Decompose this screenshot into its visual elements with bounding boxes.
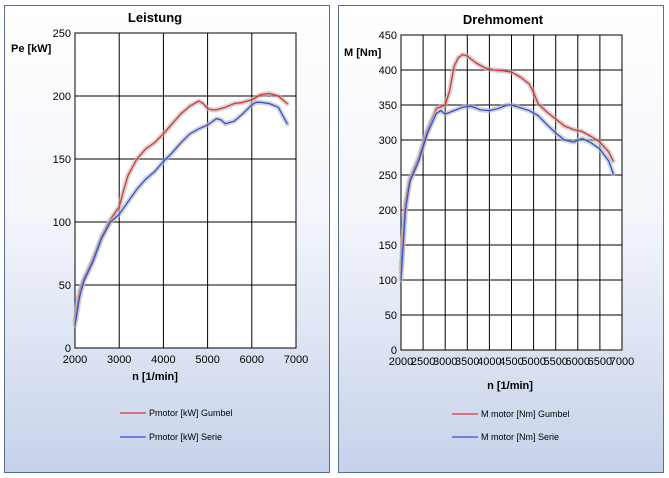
- y-tick-label: 100: [53, 217, 71, 229]
- x-tick-label: 7000: [610, 356, 634, 368]
- x-tick-label: 3500: [455, 356, 479, 368]
- y-tick-label: 200: [53, 91, 71, 103]
- y-tick-label: 400: [379, 65, 397, 77]
- y-tick-label: 250: [53, 28, 71, 40]
- x-tick-label: 2000: [389, 356, 413, 368]
- y-tick-label: 150: [379, 240, 397, 252]
- y-tick-label: 200: [379, 205, 397, 217]
- x-tick-label: 5000: [195, 354, 219, 366]
- chart-title: Drehmoment: [463, 12, 544, 27]
- y-tick-label: 150: [53, 154, 71, 166]
- legend-label: M motor [Nm] Serie: [481, 432, 559, 442]
- y-axis-label: Pe [kW]: [11, 43, 52, 55]
- y-tick-label: 0: [65, 343, 71, 355]
- y-tick-label: 350: [379, 100, 397, 112]
- x-tick-label: 7000: [284, 354, 308, 366]
- x-tick-label: 6500: [588, 356, 612, 368]
- drehmoment-chart: 0 50 100 150 200 250 300 350 400 450 2000250030003…: [344, 12, 634, 442]
- legend-label: Pmotor [kW] Gumbel: [149, 408, 233, 418]
- leistung-chart-panel: 0 50 100 150 200 250 2000 3000 4000 5000 6000 7000 L…: [4, 5, 330, 473]
- x-axis-label: n [1/min]: [487, 380, 533, 392]
- y-tick-label: 250: [379, 170, 397, 182]
- series-line: [400, 104, 614, 281]
- y-axis-label: M [Nm]: [344, 47, 382, 59]
- y-tick-label: 50: [385, 310, 397, 322]
- y-tick-label: 300: [379, 135, 397, 147]
- leistung-chart: 0 50 100 150 200 250 2000 3000 4000 5000 6000 7000 L…: [11, 10, 308, 442]
- series-line: [74, 101, 288, 326]
- x-tick-label: 3000: [433, 356, 457, 368]
- x-tick-label: 5500: [543, 356, 567, 368]
- x-tick-label: 6000: [240, 354, 264, 366]
- x-tick-label: 4500: [499, 356, 523, 368]
- y-tick-label: 0: [391, 345, 397, 357]
- chart-title: Leistung: [128, 10, 182, 25]
- x-tick-label: 3000: [107, 354, 131, 366]
- legend-label: Pmotor [kW] Serie: [149, 432, 222, 442]
- y-tick-label: 100: [379, 275, 397, 287]
- x-tick-label: 5000: [521, 356, 545, 368]
- y-tick-label: 50: [59, 280, 71, 292]
- drehmoment-chart-panel: 0 50 100 150 200 250 300 350 400 450 2000 2500 3000 3…: [338, 5, 664, 473]
- x-axis-label: n [1/min]: [132, 371, 178, 383]
- x-tick-label: 2500: [411, 356, 435, 368]
- legend-label: M motor [Nm] Gumbel: [481, 409, 570, 419]
- plot-area: [74, 32, 297, 349]
- y-tick-label: 450: [379, 30, 397, 42]
- x-tick-label: 6000: [566, 356, 590, 368]
- x-tick-label: 2000: [63, 354, 87, 366]
- x-tick-label: 4000: [151, 354, 175, 366]
- x-tick-label: 4000: [477, 356, 501, 368]
